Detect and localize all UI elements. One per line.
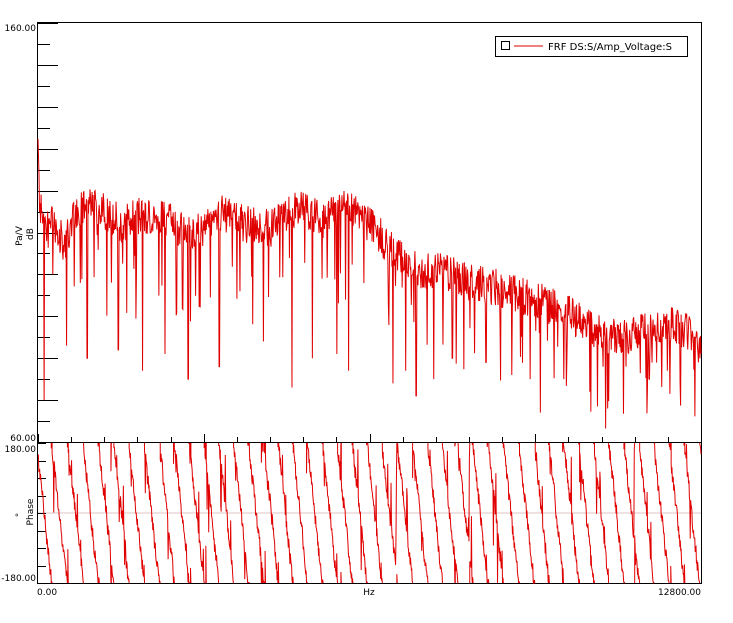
magnitude-y-unit-label: Pa/V (15, 225, 25, 246)
legend-box (495, 36, 688, 57)
magnitude-y-min-label: 60.00 (10, 434, 36, 444)
phase-y-min-label: -180.00 (1, 574, 36, 584)
legend-checkbox-icon[interactable] (501, 41, 510, 50)
magnitude-y-max-label: 160.00 (5, 24, 37, 34)
magnitude-y-scale-label: dB (26, 228, 36, 240)
phase-y-unit-label: ° (15, 513, 25, 518)
magnitude-series-line (37, 139, 702, 429)
x-axis-label: Hz (363, 588, 375, 598)
magnitude-y-ticks (38, 23, 58, 443)
phase-y-ticks (38, 443, 46, 584)
legend: FRF DS:S/Amp_Voltage:S (495, 36, 688, 57)
legend-series-label: FRF DS:S/Amp_Voltage:S (548, 42, 672, 53)
phase-series-line (37, 442, 702, 585)
x-max-label: 12800.00 (658, 588, 701, 598)
phase-y-scale-label: Phase (26, 498, 36, 525)
x-min-label: 0.00 (37, 588, 57, 598)
phase-y-max-label: 180.00 (5, 445, 37, 455)
x-axis-ticks (38, 434, 702, 442)
